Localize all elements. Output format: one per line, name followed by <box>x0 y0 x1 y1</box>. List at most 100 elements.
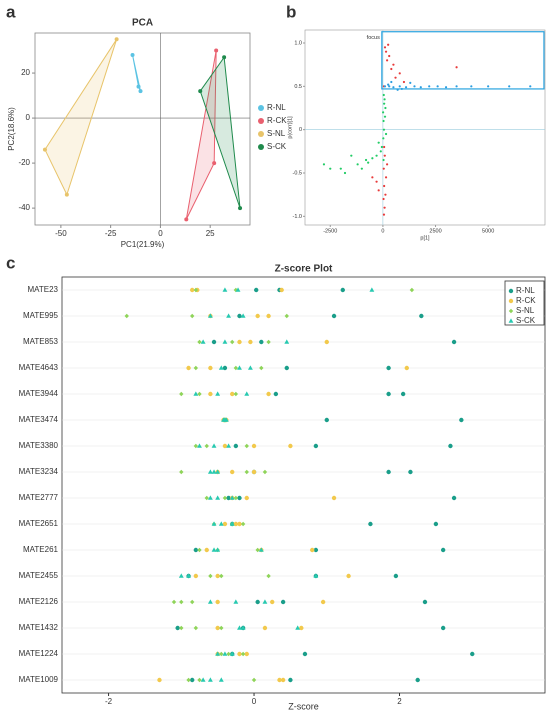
point <box>193 391 199 396</box>
point <box>190 677 195 683</box>
point <box>193 443 199 449</box>
y-tick-label: MATE3234 <box>19 467 59 476</box>
point <box>222 55 227 60</box>
point <box>222 495 228 501</box>
point <box>237 339 242 345</box>
point <box>280 677 286 683</box>
y-tick-label: 0 <box>26 113 31 122</box>
legend-label: S-CK <box>516 316 536 325</box>
point <box>171 599 177 605</box>
point <box>197 547 202 553</box>
point <box>218 521 224 526</box>
point <box>244 495 249 501</box>
point <box>288 443 293 449</box>
point <box>367 161 370 164</box>
point <box>404 86 408 89</box>
point <box>387 83 390 86</box>
point <box>222 443 228 449</box>
point <box>284 313 289 319</box>
legend-label: R-NL <box>516 286 535 295</box>
point <box>451 495 457 501</box>
point <box>440 547 446 553</box>
point <box>383 102 386 105</box>
point <box>255 547 260 553</box>
point <box>394 76 397 79</box>
point <box>215 495 221 500</box>
point <box>262 599 268 604</box>
y-tick-label: MATE1432 <box>19 623 59 632</box>
point <box>377 189 380 192</box>
legend-marker <box>508 298 514 304</box>
legend-label: S-NL <box>516 306 535 315</box>
x-tick-label: 5000 <box>482 228 494 234</box>
point <box>237 365 242 370</box>
point <box>229 651 235 656</box>
point <box>388 85 391 88</box>
point <box>200 677 206 682</box>
point <box>193 547 199 553</box>
point <box>415 677 420 683</box>
point <box>204 495 209 501</box>
point <box>386 391 391 397</box>
point <box>382 137 385 140</box>
hull <box>199 55 241 209</box>
point <box>212 161 217 166</box>
point <box>409 287 415 293</box>
legend-label: R-NL <box>267 103 286 112</box>
point <box>390 67 393 71</box>
point <box>371 176 374 179</box>
point <box>392 86 395 89</box>
point <box>235 287 241 292</box>
point <box>211 547 217 552</box>
x-tick-label: 2 <box>397 697 402 706</box>
point <box>215 625 220 631</box>
point <box>382 128 386 131</box>
point <box>284 365 289 371</box>
point <box>383 85 387 88</box>
point <box>229 521 235 526</box>
legend-marker <box>258 131 264 137</box>
point <box>179 469 184 475</box>
point <box>186 365 191 371</box>
hull <box>44 39 118 196</box>
point <box>266 313 271 319</box>
point <box>193 365 199 371</box>
point <box>240 625 246 630</box>
point <box>251 469 257 475</box>
point <box>238 206 243 211</box>
point <box>207 469 213 474</box>
point <box>64 192 69 197</box>
point <box>455 85 458 88</box>
point <box>390 80 393 84</box>
point <box>226 313 231 318</box>
point <box>197 677 202 683</box>
point <box>302 651 308 657</box>
point <box>384 193 387 196</box>
point <box>386 163 389 166</box>
x-tick-label: -50 <box>55 229 67 238</box>
x-tick-label: 0 <box>252 697 257 706</box>
point <box>255 599 260 605</box>
legend-label: R-CK <box>267 116 287 125</box>
point <box>404 365 409 371</box>
point <box>384 176 388 179</box>
y-axis-label: PC2(18.6%) <box>7 107 16 151</box>
point <box>244 651 249 657</box>
point <box>208 573 213 579</box>
point <box>386 59 389 62</box>
point <box>197 339 202 345</box>
hull <box>132 54 141 92</box>
point <box>193 573 199 579</box>
point <box>251 677 257 683</box>
point <box>383 154 386 157</box>
point <box>409 81 412 84</box>
point <box>382 167 385 170</box>
point <box>222 417 228 422</box>
point <box>382 111 385 114</box>
point <box>340 287 345 293</box>
y-tick-label: MATE853 <box>23 337 59 346</box>
point <box>226 651 231 657</box>
legend-marker <box>508 318 514 323</box>
y-tick-label: MATE3380 <box>19 441 59 450</box>
